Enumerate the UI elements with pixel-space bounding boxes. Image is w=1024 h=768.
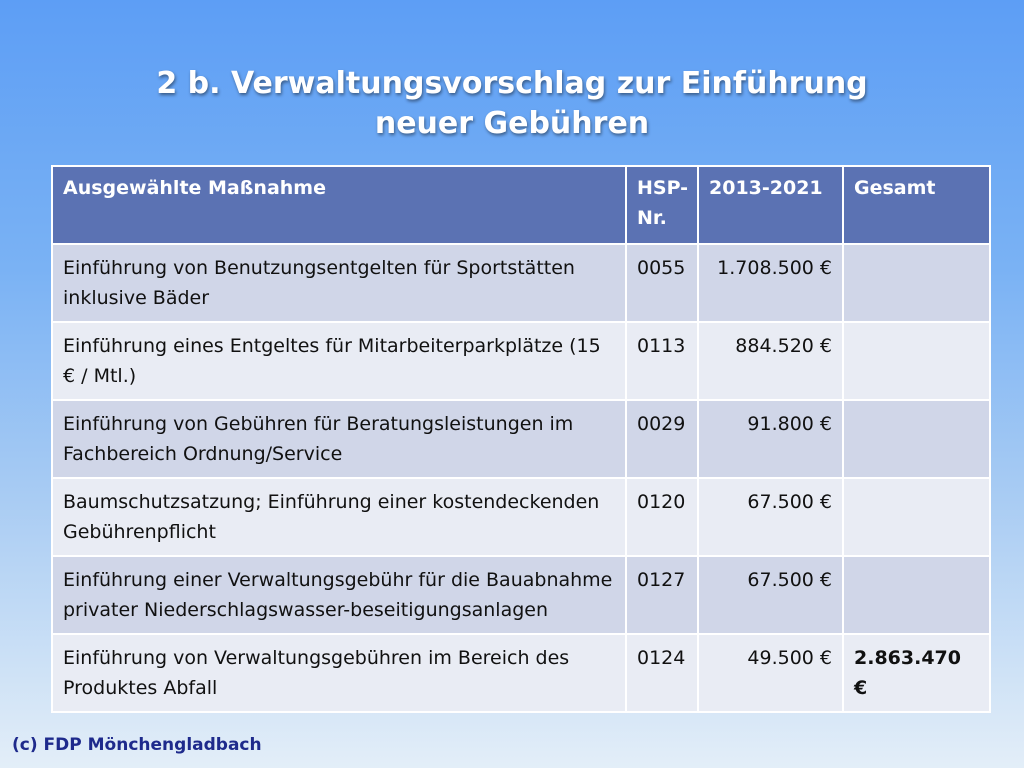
hsp-cell: 0029: [625, 399, 699, 479]
hsp-cell: 0124: [625, 633, 699, 713]
slide-title-line-1: 2 b. Verwaltungsvorschlag zur Einführung: [156, 66, 868, 101]
table-row: Einführung von Benutzungsentgelten für S…: [51, 243, 991, 323]
amount-cell: 67.500 €: [697, 555, 844, 635]
measure-cell: Einführung einer Verwaltungsgebühr für d…: [51, 555, 627, 635]
total-cell: [842, 243, 991, 323]
header-hsp-nr: HSP-Nr.: [625, 165, 699, 245]
measure-cell: Einführung eines Entgeltes für Mitarbeit…: [51, 321, 627, 401]
measure-cell: Einführung von Benutzungsentgelten für S…: [51, 243, 627, 323]
total-cell: [842, 555, 991, 635]
slide-title: 2 b. Verwaltungsvorschlag zur Einführung…: [0, 64, 1024, 144]
table-row: Baumschutzsatzung; Einführung einer kost…: [51, 477, 991, 557]
hsp-cell: 0113: [625, 321, 699, 401]
table-row: Einführung von Verwaltungsgebühren im Be…: [51, 633, 991, 713]
measure-cell: Einführung von Gebühren für Beratungslei…: [51, 399, 627, 479]
table-header-row: Ausgewählte Maßnahme HSP-Nr. 2013-2021 G…: [51, 165, 991, 245]
amount-cell: 884.520 €: [697, 321, 844, 401]
copyright-notice: (c) FDP Mönchengladbach: [12, 735, 262, 755]
measure-cell: Baumschutzsatzung; Einführung einer kost…: [51, 477, 627, 557]
amount-cell: 1.708.500 €: [697, 243, 844, 323]
table-row: Einführung einer Verwaltungsgebühr für d…: [51, 555, 991, 635]
measure-cell: Einführung von Verwaltungsgebühren im Be…: [51, 633, 627, 713]
hsp-cell: 0127: [625, 555, 699, 635]
table-row: Einführung eines Entgeltes für Mitarbeit…: [51, 321, 991, 401]
total-cell: [842, 477, 991, 557]
amount-cell: 67.500 €: [697, 477, 844, 557]
slide-title-line-2: neuer Gebühren: [374, 106, 650, 141]
header-period: 2013-2021: [697, 165, 844, 245]
total-cell: [842, 399, 991, 479]
amount-cell: 91.800 €: [697, 399, 844, 479]
total-cell: [842, 321, 991, 401]
total-cell: 2.863.470 €: [842, 633, 991, 713]
header-total: Gesamt: [842, 165, 991, 245]
header-measure: Ausgewählte Maßnahme: [51, 165, 627, 245]
fees-table: Ausgewählte Maßnahme HSP-Nr. 2013-2021 G…: [51, 165, 991, 713]
hsp-cell: 0120: [625, 477, 699, 557]
amount-cell: 49.500 €: [697, 633, 844, 713]
table-row: Einführung von Gebühren für Beratungslei…: [51, 399, 991, 479]
hsp-cell: 0055: [625, 243, 699, 323]
